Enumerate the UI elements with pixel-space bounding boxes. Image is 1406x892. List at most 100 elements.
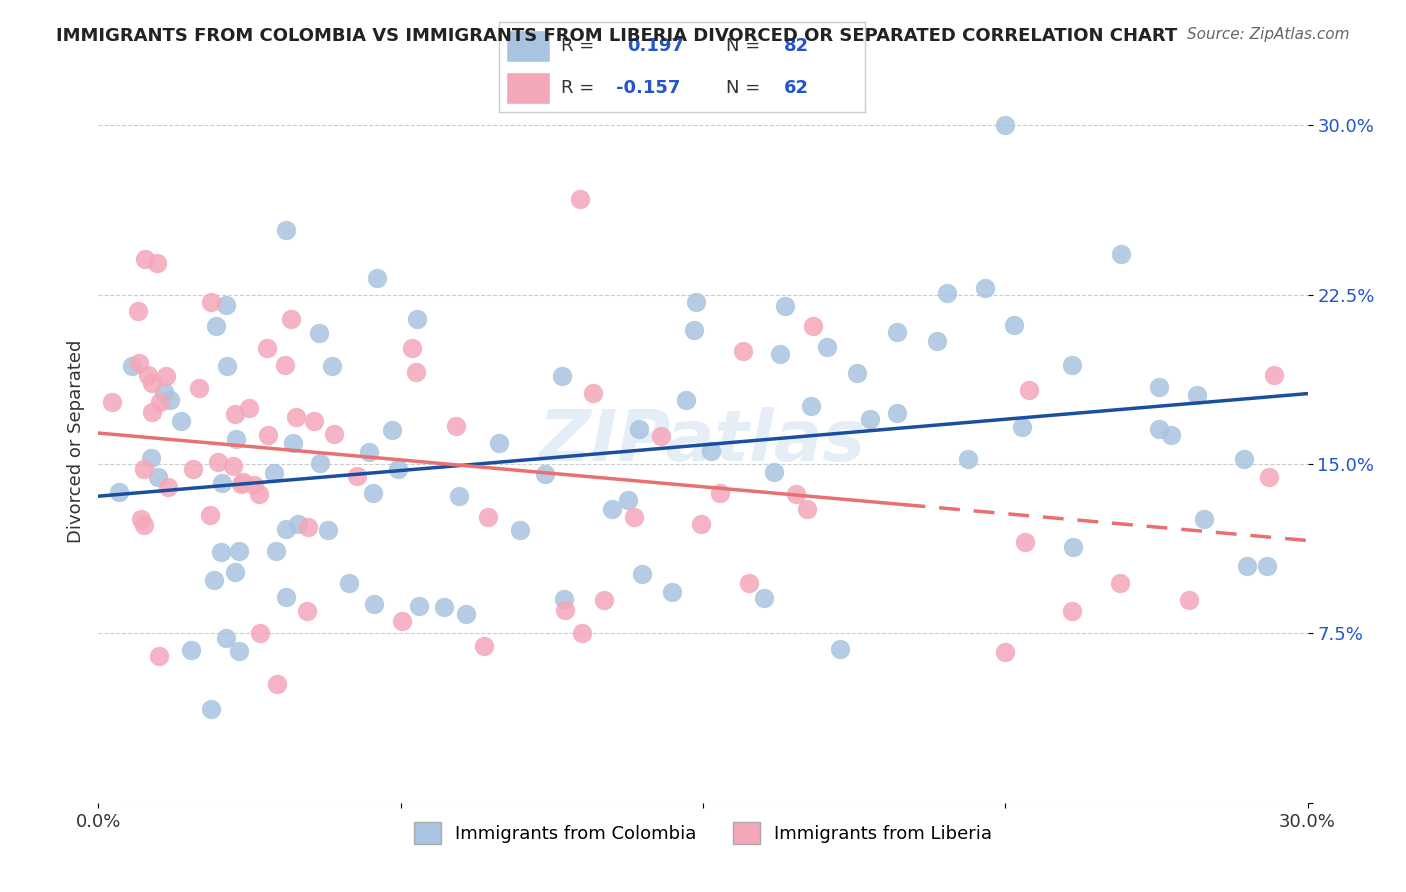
Point <box>1236 558 1258 573</box>
Point <box>617 493 640 508</box>
Point <box>1002 318 1025 333</box>
Point <box>283 436 305 450</box>
Point <box>280 312 302 326</box>
Point <box>1263 368 1285 383</box>
Point <box>224 566 246 580</box>
Point <box>1014 535 1036 549</box>
Point <box>488 436 510 450</box>
Point <box>733 344 755 359</box>
Point <box>582 386 605 401</box>
Point <box>1109 247 1132 261</box>
Point <box>180 642 202 657</box>
Point <box>159 393 181 408</box>
Point <box>1178 593 1201 607</box>
Point <box>1109 575 1132 590</box>
Point <box>700 444 723 458</box>
Text: ZIPatlas: ZIPatlas <box>540 407 866 476</box>
Point <box>366 271 388 285</box>
Point <box>215 359 238 374</box>
Point <box>231 477 253 491</box>
Point <box>551 368 574 383</box>
Point <box>146 470 169 484</box>
Point <box>1011 420 1033 434</box>
Point <box>346 468 368 483</box>
Point <box>685 294 707 309</box>
Point <box>274 358 297 372</box>
Point <box>1256 558 1278 573</box>
Point <box>994 119 1017 133</box>
Y-axis label: Divorced or Separated: Divorced or Separated <box>66 340 84 543</box>
Text: N =: N = <box>725 37 766 55</box>
Text: 82: 82 <box>785 37 810 55</box>
Point <box>974 281 997 295</box>
Text: 0.197: 0.197 <box>627 37 683 55</box>
Point <box>145 256 167 270</box>
Point <box>139 450 162 465</box>
Point <box>957 451 980 466</box>
Point <box>316 523 339 537</box>
Point <box>228 644 250 658</box>
Point <box>238 401 260 415</box>
Point <box>121 359 143 374</box>
Point <box>775 298 797 312</box>
Point <box>363 598 385 612</box>
Point <box>738 576 761 591</box>
Point <box>287 516 309 531</box>
Point <box>209 545 232 559</box>
Point <box>224 408 246 422</box>
Point <box>477 510 499 524</box>
Point <box>800 399 823 413</box>
Point <box>623 509 645 524</box>
Point <box>769 347 792 361</box>
Point <box>1062 358 1084 372</box>
Point <box>359 444 381 458</box>
Point <box>796 502 818 516</box>
Point <box>801 318 824 333</box>
Point <box>391 614 413 628</box>
Point <box>149 395 172 409</box>
Point <box>592 593 614 607</box>
FancyBboxPatch shape <box>506 72 550 104</box>
Point <box>763 465 786 479</box>
Point <box>155 369 177 384</box>
Point <box>408 599 430 614</box>
Point <box>785 487 807 501</box>
Point <box>1149 380 1171 394</box>
Point <box>690 516 713 531</box>
Text: 62: 62 <box>785 79 810 97</box>
Point <box>858 412 880 426</box>
Point <box>247 487 270 501</box>
Point <box>709 485 731 500</box>
Point <box>568 192 591 206</box>
Point <box>188 381 211 395</box>
Point <box>141 404 163 418</box>
Point <box>257 428 280 442</box>
Point <box>627 422 650 436</box>
Point <box>846 366 869 380</box>
Point <box>211 475 233 490</box>
Point <box>205 318 228 333</box>
Point <box>1018 383 1040 397</box>
Point <box>886 325 908 339</box>
Point <box>994 645 1017 659</box>
Point <box>309 456 332 470</box>
Point <box>285 410 308 425</box>
Point <box>101 395 124 409</box>
Point <box>108 484 131 499</box>
Point <box>264 544 287 558</box>
Point <box>207 455 229 469</box>
Point <box>249 626 271 640</box>
Point <box>1147 422 1170 436</box>
Text: Source: ZipAtlas.com: Source: ZipAtlas.com <box>1187 27 1350 42</box>
Text: R =: R = <box>561 79 600 97</box>
Point <box>554 603 576 617</box>
Point <box>1192 512 1215 526</box>
Point <box>274 522 297 536</box>
Point <box>128 355 150 369</box>
Point <box>337 575 360 590</box>
Point <box>571 626 593 640</box>
Point <box>134 252 156 267</box>
Point <box>200 508 222 523</box>
Legend: Immigrants from Colombia, Immigrants from Liberia: Immigrants from Colombia, Immigrants fro… <box>406 815 1000 852</box>
Point <box>381 423 404 437</box>
